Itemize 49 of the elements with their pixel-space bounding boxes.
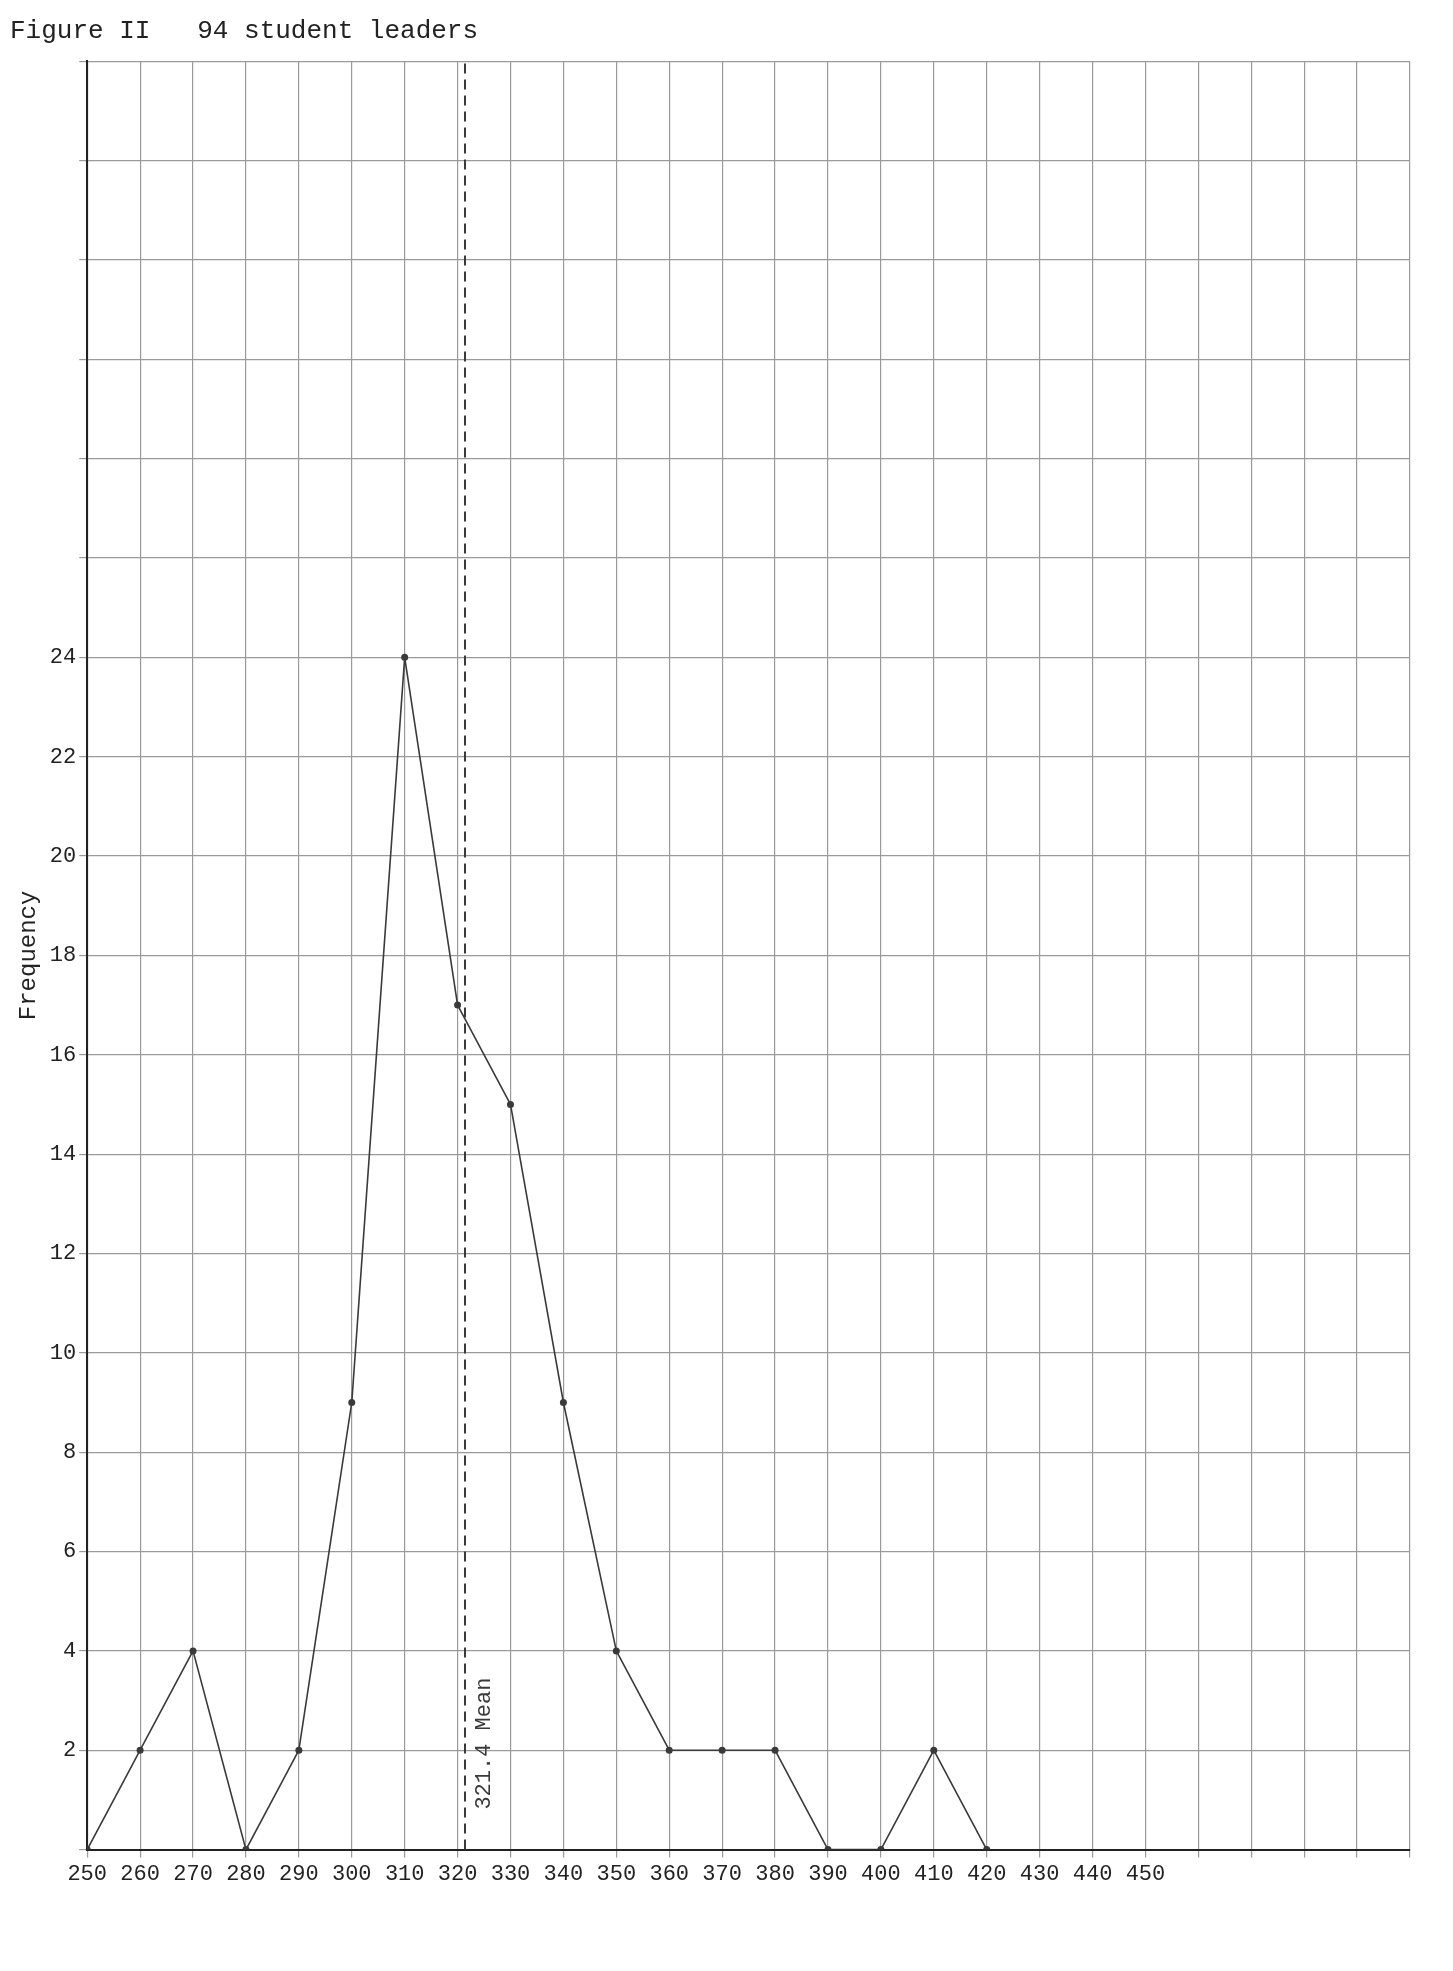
point [189, 1647, 197, 1655]
y-tick-label: 14 [49, 1141, 77, 1167]
point [454, 1001, 462, 1009]
x-tick-label: 310 [384, 1861, 425, 1887]
y-axis-title: Frequency [14, 890, 42, 1021]
y-tick-label: 24 [49, 645, 77, 671]
x-tick-label: 400 [861, 1861, 901, 1887]
x-tick-label: 330 [490, 1861, 531, 1887]
point [771, 1746, 779, 1754]
x-tick-label: 340 [543, 1861, 584, 1887]
ref-line-label: 321.4 Mean [471, 1677, 497, 1810]
x-tick-label: 440 [1072, 1861, 1113, 1887]
y-tick-label: 20 [49, 843, 77, 869]
y-tick-label: 4 [63, 1638, 77, 1664]
x-tick-label: 260 [120, 1861, 160, 1887]
x-tick-label: 430 [1019, 1861, 1060, 1887]
y-tick-label: 6 [63, 1539, 77, 1565]
point [718, 1746, 726, 1754]
x-tick-label: 270 [173, 1861, 213, 1887]
y-tick-label: 16 [49, 1042, 77, 1068]
x-tick-label: 290 [279, 1861, 319, 1887]
x-tick-label: 410 [913, 1861, 954, 1887]
point [295, 1746, 303, 1754]
point [559, 1399, 567, 1406]
y-tick-label: 18 [49, 943, 77, 969]
point [612, 1647, 620, 1655]
point [401, 653, 409, 661]
x-tick-label: 280 [226, 1861, 266, 1887]
y-tick-label: 22 [49, 744, 77, 770]
point [665, 1746, 673, 1754]
x-tick-label: 450 [1125, 1861, 1166, 1887]
x-tick-label: 390 [808, 1861, 848, 1887]
point [348, 1399, 356, 1406]
y-tick-label: 12 [49, 1241, 77, 1267]
x-tick-label: 380 [755, 1861, 795, 1887]
x-tick-label: 320 [437, 1861, 478, 1887]
point [507, 1100, 514, 1108]
chart-title: Figure II 94 student leaders [10, 16, 479, 47]
y-tick-label: 10 [49, 1340, 77, 1366]
x-tick-label: 350 [596, 1861, 637, 1887]
x-tick-label: 360 [649, 1861, 690, 1887]
y-tick-label: 2 [63, 1738, 77, 1764]
y-tick-label: 8 [63, 1440, 77, 1466]
x-tick-label: 250 [67, 1861, 108, 1887]
point [136, 1746, 144, 1754]
point [930, 1746, 938, 1754]
x-tick-label: 420 [966, 1861, 1007, 1887]
x-tick-label: 370 [702, 1861, 742, 1887]
x-tick-label: 300 [331, 1861, 372, 1887]
